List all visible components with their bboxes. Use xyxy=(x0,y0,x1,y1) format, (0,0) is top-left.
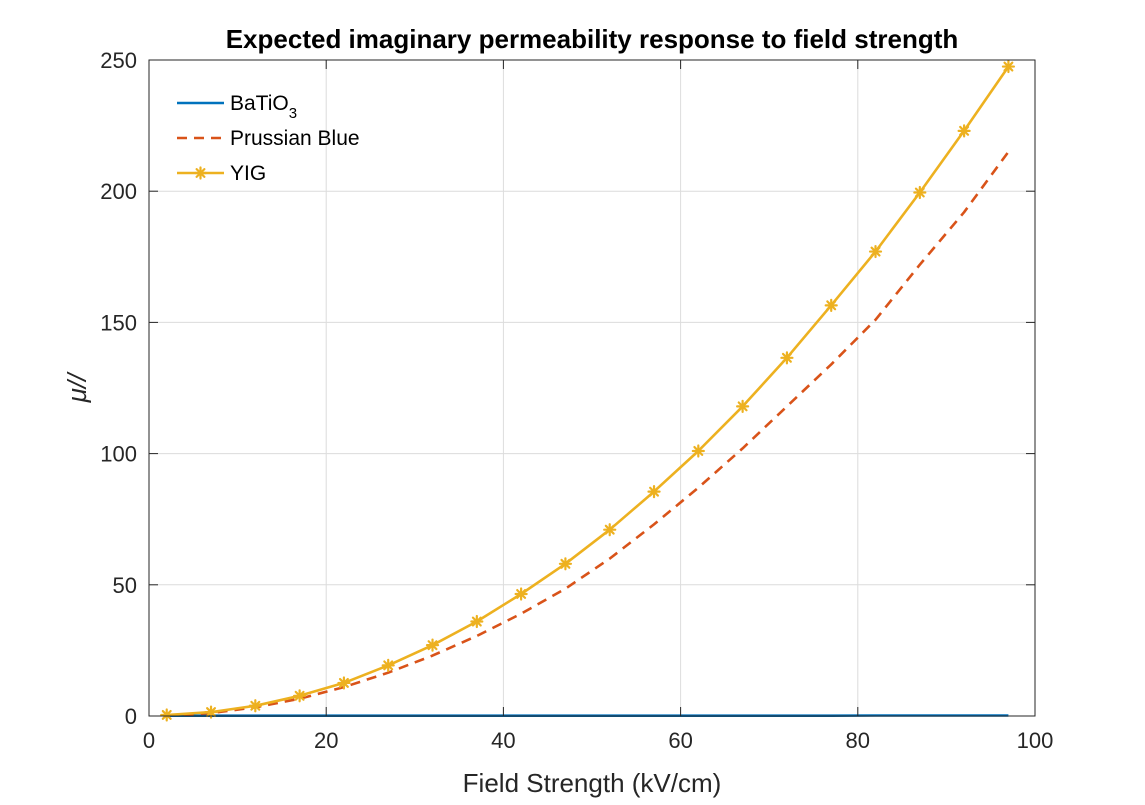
y-tick-label: 0 xyxy=(125,704,137,729)
data-point xyxy=(780,351,794,365)
data-point xyxy=(1001,59,1016,74)
data-point xyxy=(248,699,262,713)
data-point xyxy=(647,485,661,499)
chart-title: Expected imaginary permeability response… xyxy=(226,24,959,54)
data-point xyxy=(558,557,573,571)
y-tick-label: 250 xyxy=(100,48,137,73)
data-point xyxy=(736,399,750,413)
x-tick-label: 20 xyxy=(314,728,338,753)
x-tick-label: 40 xyxy=(491,728,515,753)
series-line xyxy=(166,65,1010,717)
data-point xyxy=(824,298,838,312)
y-tick-label: 200 xyxy=(100,179,137,204)
data-point xyxy=(913,185,927,200)
data-point xyxy=(381,658,395,672)
y-tick-label: 100 xyxy=(100,442,137,467)
y-axis-label: μ// xyxy=(62,371,92,403)
data-point xyxy=(603,523,617,537)
x-tick-label: 80 xyxy=(846,728,870,753)
series-line xyxy=(166,151,1010,717)
data-point xyxy=(470,614,484,629)
data-point xyxy=(160,708,174,722)
data-point xyxy=(957,124,971,138)
data-point xyxy=(514,587,528,601)
data-point xyxy=(293,689,307,703)
series-yig xyxy=(160,59,1016,722)
ticks: 0 20 40 60 80 100 0 50 100 150 200 250 xyxy=(100,48,1053,753)
legend-label: Prussian Blue xyxy=(230,127,360,150)
data-point xyxy=(337,676,351,690)
legend-marker xyxy=(193,166,208,180)
data-point xyxy=(425,638,440,652)
axes-box xyxy=(148,59,1036,717)
grid xyxy=(149,60,1035,716)
x-tick-label: 0 xyxy=(143,728,155,753)
legend-label: YIG xyxy=(230,162,266,185)
plot-area xyxy=(149,60,1035,716)
data-point xyxy=(691,444,705,458)
x-tick-label: 100 xyxy=(1017,728,1054,753)
data-point xyxy=(868,244,883,259)
series-prussian-blue xyxy=(166,151,1010,717)
x-tick-label: 60 xyxy=(668,728,692,753)
y-tick-label: 150 xyxy=(100,310,137,335)
y-tick-label: 50 xyxy=(113,573,137,598)
x-axis-label: Field Strength (kV/cm) xyxy=(463,768,722,798)
